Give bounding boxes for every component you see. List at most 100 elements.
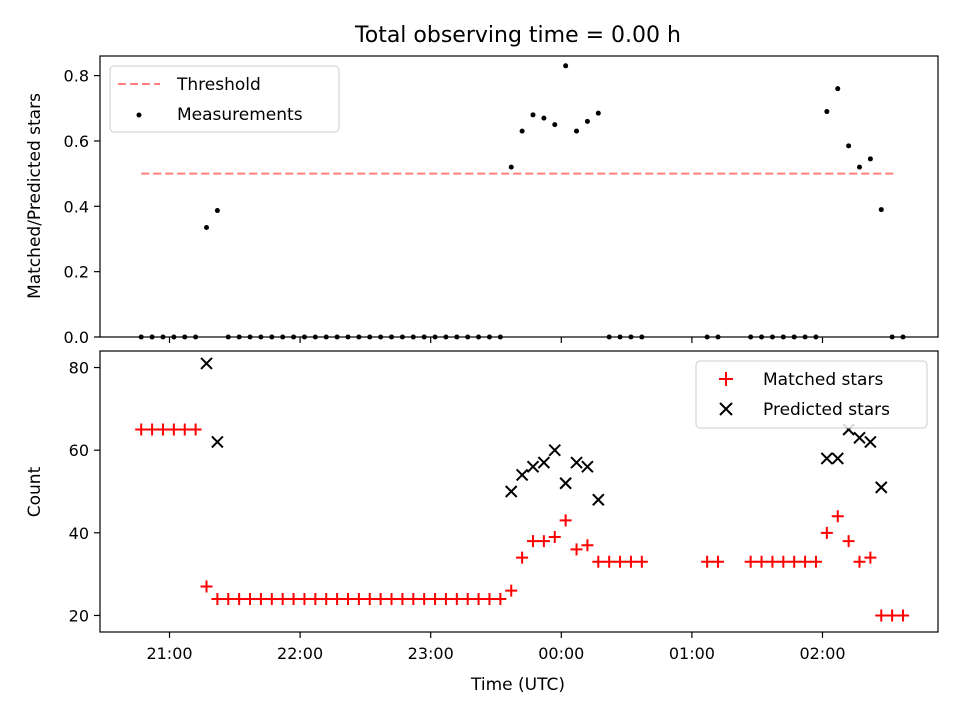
matched-stars-point bbox=[624, 555, 637, 568]
measurement-point bbox=[301, 334, 307, 340]
top-plot-marks bbox=[138, 63, 906, 340]
matched-stars-point bbox=[429, 592, 442, 605]
bottom-plot-frame bbox=[99, 350, 939, 633]
measurement-point bbox=[791, 334, 797, 340]
matched-stars-point bbox=[483, 592, 496, 605]
matched-stars-point bbox=[777, 555, 790, 568]
matched-stars-point bbox=[527, 535, 540, 548]
predicted-stars-point bbox=[505, 485, 518, 498]
y-tick-label: 60 bbox=[69, 441, 89, 460]
matched-stars-point bbox=[603, 555, 616, 568]
measurement-point bbox=[258, 334, 264, 340]
matched-stars-point bbox=[135, 423, 148, 436]
matched-stars-point bbox=[396, 592, 409, 605]
predicted-stars-point bbox=[592, 493, 605, 506]
measurement-point bbox=[465, 334, 471, 340]
measurement-point bbox=[574, 128, 580, 134]
top-legend: Threshold Measurements bbox=[109, 65, 340, 133]
measurement-point bbox=[824, 109, 830, 115]
measurement-point bbox=[182, 334, 188, 340]
top-legend-box bbox=[109, 65, 340, 133]
predicted-stars-point bbox=[875, 481, 888, 494]
matched-stars-point bbox=[875, 609, 888, 622]
matched-stars-point bbox=[320, 592, 333, 605]
measurement-point bbox=[900, 334, 906, 340]
predicted-stars-point bbox=[820, 452, 834, 465]
measurement-point bbox=[476, 334, 482, 340]
bottom-x-ticks: 21:00 22:00 23:00 00:00 01:00 02:00 bbox=[146, 632, 846, 663]
measurement-point bbox=[389, 334, 395, 340]
x-tick-label: 01:00 bbox=[669, 644, 715, 663]
measurement-point bbox=[138, 334, 144, 340]
matched-stars-point bbox=[788, 555, 801, 568]
measurement-point bbox=[193, 334, 199, 340]
measurement-point bbox=[780, 334, 786, 340]
measurement-point bbox=[291, 334, 297, 340]
measurement-point bbox=[846, 143, 852, 149]
top-plot-frame bbox=[99, 55, 939, 338]
measurement-point bbox=[323, 334, 329, 340]
measurement-point bbox=[421, 334, 427, 340]
matched-stars-point bbox=[570, 543, 583, 556]
matched-stars-point bbox=[820, 526, 833, 539]
measurement-point bbox=[541, 115, 547, 121]
measurement-point bbox=[171, 334, 177, 340]
top-y-ticks: 0.0 0.2 0.4 0.6 0.8 bbox=[64, 67, 100, 347]
matched-stars-point bbox=[146, 423, 159, 436]
matched-stars-point bbox=[831, 510, 844, 523]
matched-stars-point bbox=[418, 592, 431, 605]
measurement-point bbox=[236, 334, 242, 340]
measurement-point bbox=[595, 110, 601, 116]
matched-stars-point bbox=[516, 551, 529, 564]
legend-predicted-swatch bbox=[719, 402, 733, 416]
y-tick-label: 0.2 bbox=[64, 263, 89, 282]
matched-stars-point bbox=[244, 592, 257, 605]
measurement-point bbox=[813, 334, 819, 340]
measurement-point bbox=[410, 334, 416, 340]
matched-stars-point bbox=[276, 592, 289, 605]
legend-predicted-label: Predicted stars bbox=[763, 400, 890, 420]
predicted-stars-point bbox=[548, 443, 561, 457]
y-tick-label: 40 bbox=[69, 524, 89, 543]
matched-stars-point bbox=[548, 530, 561, 543]
predicted-stars-point bbox=[537, 456, 551, 469]
measurement-point bbox=[334, 334, 340, 340]
measurement-point bbox=[878, 207, 884, 213]
predicted-stars-point bbox=[570, 456, 583, 469]
measurement-point bbox=[356, 334, 362, 340]
top-x-ticks bbox=[168, 337, 824, 343]
matched-stars-point bbox=[156, 423, 169, 436]
measurement-point bbox=[280, 334, 286, 340]
predicted-stars-point bbox=[864, 435, 877, 449]
measurement-point bbox=[617, 334, 623, 340]
predicted-stars-point bbox=[515, 468, 529, 482]
measurement-point bbox=[160, 334, 166, 340]
matched-stars-point bbox=[200, 580, 213, 593]
x-tick-label: 21:00 bbox=[146, 644, 192, 663]
bottom-y-axis-label: Count bbox=[25, 466, 45, 517]
matched-stars-point bbox=[635, 555, 648, 568]
matched-stars-point bbox=[211, 592, 224, 605]
bottom-legend: Matched stars Predicted stars bbox=[695, 360, 928, 429]
measurement-point bbox=[606, 334, 612, 340]
matched-stars-point bbox=[341, 592, 354, 605]
matched-stars-point bbox=[799, 555, 812, 568]
matched-stars-point bbox=[864, 551, 877, 564]
y-tick-label: 0.8 bbox=[64, 67, 89, 86]
measurement-point bbox=[497, 334, 503, 340]
measurement-point bbox=[889, 334, 895, 340]
matched-stars-point bbox=[309, 592, 322, 605]
matched-stars-point bbox=[287, 592, 300, 605]
matched-stars-point bbox=[374, 592, 387, 605]
predicted-stars-point bbox=[211, 435, 224, 449]
predicted-stars-point bbox=[831, 452, 844, 465]
matched-stars-point bbox=[886, 609, 899, 622]
top-panel: 0.00.20.40.60.8 Matched/Predicted stars … bbox=[25, 55, 939, 347]
measurement-point bbox=[247, 334, 253, 340]
measurement-point bbox=[802, 334, 808, 340]
matched-stars-point bbox=[842, 535, 855, 548]
measurement-point bbox=[225, 334, 231, 340]
matched-stars-point bbox=[494, 592, 507, 605]
x-tick-label: 02:00 bbox=[799, 644, 845, 663]
matched-stars-point bbox=[352, 592, 365, 605]
